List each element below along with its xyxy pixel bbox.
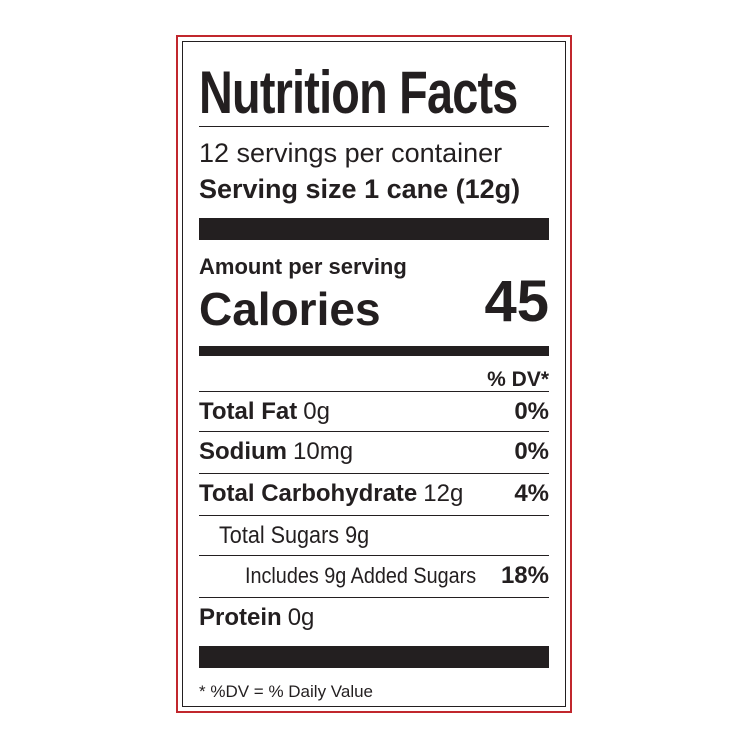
calories-value: 45 <box>484 269 549 334</box>
servings: 12 servings per container <box>199 138 503 168</box>
nutrient-row: Protein 0g <box>199 604 549 632</box>
serving-size-label: Serving size <box>199 174 357 204</box>
nutrient-row: Total Carbohydrate 12g 4% <box>199 480 549 508</box>
footnote: * %DV = % Daily Value <box>199 682 374 701</box>
nutrient-row: Total Fat 0g 0% <box>199 398 549 426</box>
nutrient-dv: 0% <box>514 398 549 425</box>
nutrient-dv: 4% <box>514 480 549 507</box>
nutrient-row: Total Sugars 9g <box>199 522 549 550</box>
nutrient-row: Includes 9g Added Sugars 18% <box>199 562 549 590</box>
nutrient-amount: 0g <box>303 398 330 425</box>
label: Nutrition Facts 12 servings per containe… <box>182 41 566 707</box>
rule <box>199 346 549 356</box>
nutrient-row: Sodium 10mg 0% <box>199 438 549 466</box>
amount-per-serving: Amount per serving <box>199 254 407 279</box>
rule <box>199 646 549 668</box>
rule <box>199 473 549 474</box>
nutrient-amount: 12g <box>423 480 464 507</box>
nutrient-name: Total Sugars 9g <box>219 522 370 549</box>
rule <box>199 515 549 516</box>
nutrient-name: Protein <box>199 604 282 631</box>
nutrient-name: Includes 9g Added Sugars <box>245 563 477 588</box>
dv-header: % DV* <box>487 368 549 391</box>
nutrient-amount: 10mg <box>293 438 354 465</box>
rule <box>199 597 549 598</box>
label-border: Nutrition Facts 12 servings per containe… <box>176 35 572 713</box>
rule <box>199 431 549 432</box>
nutrient-dv: 18% <box>500 562 549 589</box>
nutrient-amount: 0g <box>287 604 315 631</box>
calories-label: Calories <box>199 283 381 335</box>
nutrient-dv: 0% <box>514 438 549 465</box>
rule <box>199 218 549 240</box>
serving-size-value: 1 cane (12g) <box>364 174 521 204</box>
rule <box>199 126 549 127</box>
serving-size: Serving size 1 cane (12g) <box>199 174 520 205</box>
nutrient-name: Total Fat <box>199 398 298 425</box>
nutrient-name: Total Carbohydrate <box>199 480 418 507</box>
nutrient-name: Sodium <box>199 438 287 465</box>
rule <box>199 555 549 556</box>
rule <box>199 391 549 392</box>
title: Nutrition Facts <box>199 59 518 126</box>
